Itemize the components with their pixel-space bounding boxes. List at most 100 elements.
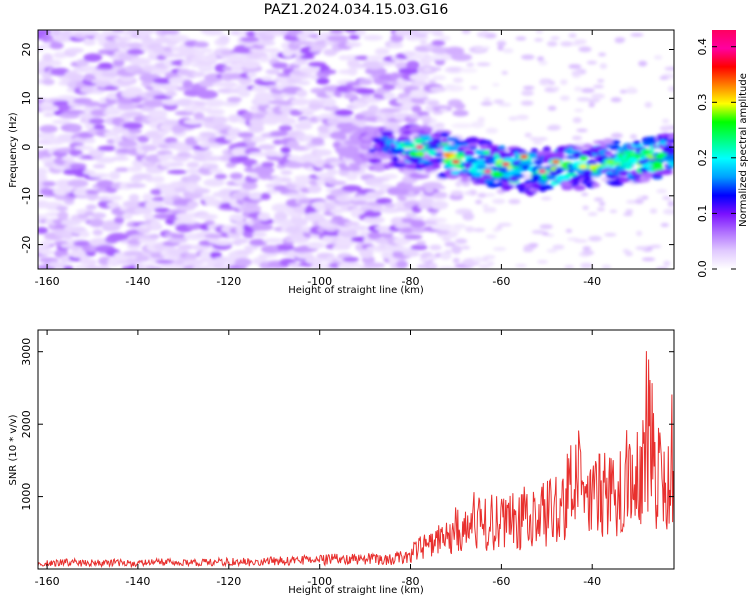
heatmap-cell: [427, 107, 434, 113]
heatmap-cell: [117, 140, 138, 148]
heatmap-cell: [534, 38, 544, 42]
heatmap-cell: [224, 258, 238, 266]
heatmap-cell: [296, 80, 311, 86]
heatmap-cell: [164, 137, 178, 144]
colorbar-label: Normalized spectral amplitude: [738, 73, 749, 227]
heatmap-cell: [317, 131, 332, 139]
heatmap-cell: [483, 97, 491, 102]
heatmap-cell: [529, 137, 541, 141]
heatmap-cell: [591, 93, 605, 99]
y-tick-label: -20: [20, 236, 33, 254]
heatmap-cell: [503, 157, 517, 162]
heatmap-cell: [519, 160, 534, 166]
heatmap-cell: [532, 140, 543, 145]
heatmap-cell: [418, 197, 435, 207]
heatmap-cell: [214, 173, 227, 180]
heatmap-cell: [571, 135, 583, 141]
x-tick-label: -120: [216, 575, 241, 588]
heatmap-cell: [146, 266, 163, 269]
heatmap-cell: [296, 32, 311, 40]
heatmap-cell: [200, 48, 213, 53]
heatmap-cell: [186, 222, 202, 230]
heatmap-cell: [235, 238, 249, 244]
heatmap-cell: [409, 73, 430, 82]
heatmap-cell: [161, 99, 180, 106]
heatmap-cell: [426, 100, 440, 106]
heatmap-cell: [279, 117, 297, 125]
heatmap-cell: [117, 97, 136, 105]
heatmap-cell: [128, 194, 140, 202]
heatmap-cell: [662, 118, 670, 124]
heatmap-cell: [151, 175, 165, 183]
heatmap-cell: [249, 238, 268, 247]
x-tick-label: -120: [216, 275, 241, 288]
heatmap-cell: [582, 205, 589, 210]
heatmap-cell: [586, 60, 598, 65]
heatmap-cell: [162, 84, 182, 91]
heatmap-cell: [539, 184, 554, 190]
heatmap-cell: [432, 31, 444, 37]
heatmap-cell: [69, 149, 83, 157]
heatmap-cell: [420, 115, 432, 121]
heatmap-cell: [106, 195, 123, 201]
heatmap-cell: [337, 114, 354, 124]
heatmap-cell: [650, 165, 664, 172]
heatmap-cell: [203, 178, 225, 187]
heatmap-cell: [497, 223, 512, 227]
heatmap-cell: [411, 105, 422, 113]
heatmap-cell: [666, 154, 674, 162]
heatmap-cell: [609, 181, 624, 186]
heatmap-cell: [612, 139, 621, 145]
heatmap-cell: [349, 146, 360, 153]
heatmap-cell: [265, 48, 280, 53]
heatmap-cell: [117, 102, 139, 111]
heatmap-cell: [538, 169, 547, 174]
heatmap-cell: [476, 165, 487, 170]
heatmap-cell: [153, 207, 171, 213]
heatmap-cell: [194, 101, 208, 107]
heatmap-cell: [89, 266, 112, 269]
heatmap-cell: [482, 257, 489, 263]
heatmap-cell: [461, 169, 469, 174]
heatmap-cell: [110, 156, 130, 161]
heatmap-cell: [468, 142, 478, 147]
heatmap-cell: [438, 266, 457, 269]
heatmap-cell: [122, 200, 144, 208]
heatmap-cell: [206, 108, 225, 116]
heatmap-cell: [274, 211, 288, 221]
heatmap-cell: [598, 52, 607, 57]
heatmap-cell: [348, 34, 360, 40]
heatmap-cell: [92, 229, 103, 236]
y-tick-label: 1000: [20, 483, 33, 511]
heatmap-cell: [41, 181, 57, 187]
heatmap-cell: [403, 234, 423, 240]
heatmap-cell: [351, 225, 369, 231]
heatmap-cell: [204, 233, 225, 239]
heatmap-cell: [598, 201, 606, 207]
heatmap-cell: [241, 204, 262, 213]
heatmap-cell: [331, 215, 344, 221]
heatmap-cell: [227, 96, 242, 103]
heatmap-cell: [306, 241, 326, 249]
heatmap-cell: [537, 260, 548, 264]
heatmap-cell: [266, 189, 279, 195]
heatmap-cell: [461, 30, 471, 34]
heatmap-cell: [344, 93, 358, 100]
heatmap-cell: [485, 234, 497, 239]
heatmap-cell: [359, 205, 372, 212]
heatmap-cell: [472, 256, 486, 263]
y-tick-label: 3000: [20, 338, 33, 366]
heatmap-cell: [347, 67, 358, 76]
heatmap-cell: [229, 172, 243, 180]
heatmap-cell: [403, 140, 413, 146]
heatmap-cell: [254, 92, 275, 101]
heatmap-cell: [433, 191, 448, 198]
heatmap-cell: [361, 142, 372, 148]
heatmap-cell: [498, 102, 512, 107]
figure-title: PAZ1.2024.034.15.03.G16: [264, 2, 449, 18]
heatmap-cell: [662, 148, 674, 155]
heatmap-x-ticks: -160 -140 -120 -100 -80 -60 -40: [35, 30, 601, 288]
heatmap-cell: [493, 99, 505, 104]
heatmap-cell: [344, 221, 360, 226]
